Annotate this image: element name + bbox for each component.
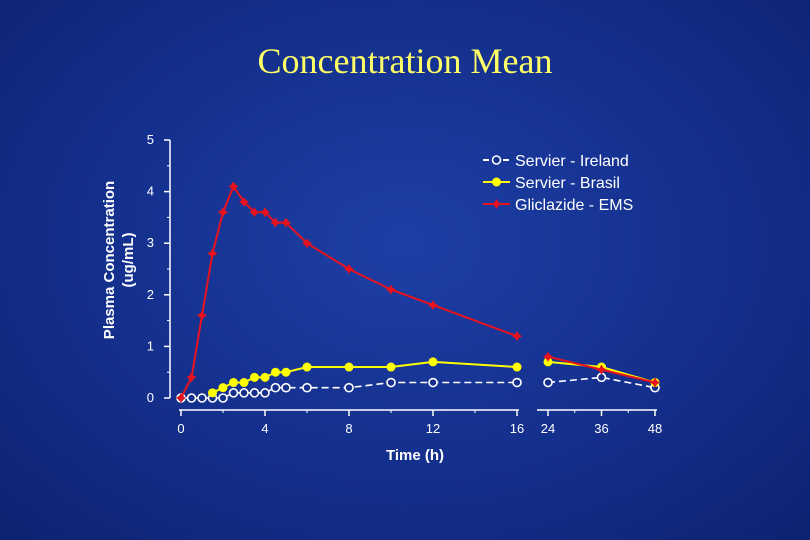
series-line-0-segment-1 [547, 376, 656, 389]
data-point [543, 377, 553, 388]
x-axis-label: Time (h) [386, 447, 444, 464]
data-point [197, 310, 207, 321]
data-point [302, 382, 312, 393]
legend-entry-1: Servier - Brasil [483, 175, 620, 192]
legend-marker [491, 155, 502, 165]
data-point [386, 362, 396, 372]
data-point [428, 377, 438, 388]
data-point [239, 388, 249, 398]
legend: Servier - Ireland Servier - Brasil Gliclaz… [483, 153, 633, 214]
data-point [344, 264, 354, 274]
data-point [260, 388, 270, 398]
data-point [239, 378, 249, 388]
data-point [428, 300, 438, 311]
data-point [344, 382, 354, 393]
y-tick-label: 5 [147, 132, 154, 147]
data-point [249, 388, 260, 398]
legend-marker [492, 177, 501, 187]
data-point [260, 372, 270, 382]
series-2 [176, 181, 660, 403]
data-point [543, 351, 553, 362]
data-point [302, 238, 312, 249]
data-point [228, 181, 239, 192]
y-tick-label: 2 [147, 287, 154, 302]
y-tick-label: 4 [147, 184, 154, 199]
y-tick-label: 0 [147, 390, 154, 405]
x-tick-label: 0 [177, 421, 184, 436]
data-point [186, 393, 197, 403]
y-tick-label: 3 [147, 235, 154, 250]
data-point [512, 331, 522, 342]
series-0 [176, 372, 660, 403]
data-point [512, 362, 522, 372]
legend-marker [491, 199, 502, 209]
legend-label: Servier - Ireland [515, 153, 629, 170]
data-point [218, 207, 228, 218]
legend-label: Gliclazide - EMS [515, 197, 633, 214]
data-point [386, 377, 396, 388]
data-point [596, 364, 607, 375]
data-point [428, 357, 438, 367]
data-point [208, 388, 217, 398]
data-point [271, 367, 280, 377]
x-tick-label: 8 [345, 421, 352, 436]
data-point [186, 372, 197, 383]
data-point [176, 393, 186, 403]
x-tick-label: 48 [648, 421, 662, 436]
data-point [250, 372, 259, 382]
legend-entry-2: Gliclazide - EMS [483, 197, 633, 214]
data-point [207, 248, 218, 259]
y-tick-label: 1 [147, 338, 154, 353]
data-point [218, 393, 228, 403]
data-point [512, 377, 522, 388]
y-axis-label-line1: Plasma Concentration [101, 181, 118, 339]
data-point [218, 383, 228, 393]
data-point [228, 388, 239, 398]
series-line-0-segment-0 [181, 381, 517, 399]
data-point [386, 284, 396, 295]
x-tick-label: 12 [426, 421, 440, 436]
data-point [270, 382, 281, 393]
y-axis-label-line2: (ug/mL) [120, 233, 137, 288]
chart-title: Concentration Mean [257, 41, 553, 81]
series-layer [176, 181, 660, 403]
legend-entry-0: Servier - Ireland [483, 153, 629, 170]
data-point [249, 207, 260, 218]
x-tick-label: 4 [261, 421, 268, 436]
data-point [197, 393, 207, 403]
x-tick-label: 36 [594, 421, 608, 436]
data-point [239, 196, 249, 207]
data-point [270, 217, 281, 228]
data-point [302, 362, 312, 372]
data-point [260, 207, 270, 218]
data-point [229, 378, 238, 388]
legend-label: Servier - Brasil [515, 175, 620, 192]
data-point [281, 382, 291, 393]
series-line-2-segment-0 [180, 184, 518, 399]
data-point [650, 377, 660, 388]
data-point [344, 362, 354, 372]
x-tick-label: 16 [510, 421, 524, 436]
data-point [281, 367, 291, 377]
data-point [281, 217, 291, 228]
x-tick-label: 24 [541, 421, 555, 436]
